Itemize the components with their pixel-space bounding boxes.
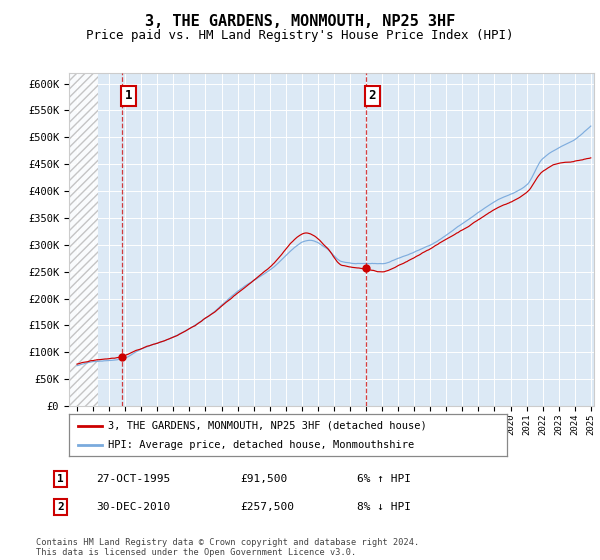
Text: 27-OCT-1995: 27-OCT-1995: [96, 474, 170, 484]
Text: 30-DEC-2010: 30-DEC-2010: [96, 502, 170, 512]
Text: 2: 2: [57, 502, 64, 512]
Text: £91,500: £91,500: [240, 474, 287, 484]
Text: Contains HM Land Registry data © Crown copyright and database right 2024.
This d: Contains HM Land Registry data © Crown c…: [36, 538, 419, 557]
Text: £257,500: £257,500: [240, 502, 294, 512]
Text: HPI: Average price, detached house, Monmouthshire: HPI: Average price, detached house, Monm…: [109, 440, 415, 450]
Text: 2: 2: [368, 90, 376, 102]
Text: 3, THE GARDENS, MONMOUTH, NP25 3HF (detached house): 3, THE GARDENS, MONMOUTH, NP25 3HF (deta…: [109, 421, 427, 431]
Text: 8% ↓ HPI: 8% ↓ HPI: [357, 502, 411, 512]
Text: 3, THE GARDENS, MONMOUTH, NP25 3HF: 3, THE GARDENS, MONMOUTH, NP25 3HF: [145, 14, 455, 29]
Text: Price paid vs. HM Land Registry's House Price Index (HPI): Price paid vs. HM Land Registry's House …: [86, 29, 514, 42]
Text: 6% ↑ HPI: 6% ↑ HPI: [357, 474, 411, 484]
Text: 1: 1: [125, 90, 133, 102]
Text: 1: 1: [57, 474, 64, 484]
